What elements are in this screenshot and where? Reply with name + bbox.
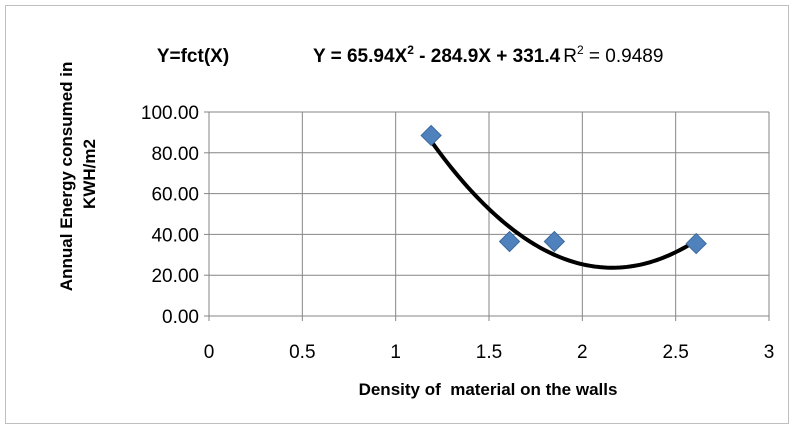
y-axis-title: Annual Energy consumed in KWH/m2 <box>57 57 99 291</box>
y-tick-label: 80.00 <box>151 144 199 165</box>
x-tick-label: 3 <box>764 342 775 363</box>
trendline-layer <box>429 139 699 270</box>
axes <box>204 111 770 321</box>
r-squared-label: R <box>563 46 577 67</box>
data-point-marker <box>420 124 442 147</box>
y-tick-label: 0.00 <box>162 307 199 328</box>
x-axis-title: Density of material on the walls <box>359 380 618 399</box>
y-axis-title-line-1: Annual Energy consumed in <box>57 62 76 292</box>
y-tick-label: 20.00 <box>151 266 199 287</box>
data-points <box>420 124 707 255</box>
x-tick-label: 1 <box>390 342 401 363</box>
chart-border <box>5 5 789 424</box>
trendline-equation: Y = 65.94X2 - 284.9X + 331.4 R2 = 0.9489 <box>313 43 663 67</box>
x-tick-label: 0.5 <box>289 342 315 363</box>
data-point-marker <box>498 230 521 253</box>
equation-lead: Y = 65.94X <box>313 46 408 67</box>
chart-title: Y=fct(X) <box>157 46 229 67</box>
equation-rest: - 284.9X + 331.4 <box>414 46 561 67</box>
r-squared-sup: 2 <box>577 43 584 57</box>
y-tick-label: 40.00 <box>151 225 199 246</box>
tick-labels: 0.00 20.00 40.00 60.00 80.00 100.00 0 0.5 1 1.5 2 2… <box>141 103 774 363</box>
x-tick-label: 2 <box>577 342 588 363</box>
y-tick-label: 60.00 <box>151 185 199 206</box>
r-squared-value: = 0.9489 <box>584 46 664 67</box>
x-tick-label: 0 <box>204 342 215 363</box>
y-tick-label: 100.00 <box>141 103 199 124</box>
data-point-marker <box>685 232 707 255</box>
x-tick-label: 2.5 <box>662 342 688 363</box>
equation-sup: 2 <box>407 43 414 57</box>
gridlines <box>209 111 770 316</box>
y-axis-title-line-2: KWH/m2 <box>80 139 99 209</box>
data-point-marker <box>543 230 566 253</box>
trendline-curve <box>429 139 699 270</box>
x-tick-label: 1.5 <box>476 342 502 363</box>
